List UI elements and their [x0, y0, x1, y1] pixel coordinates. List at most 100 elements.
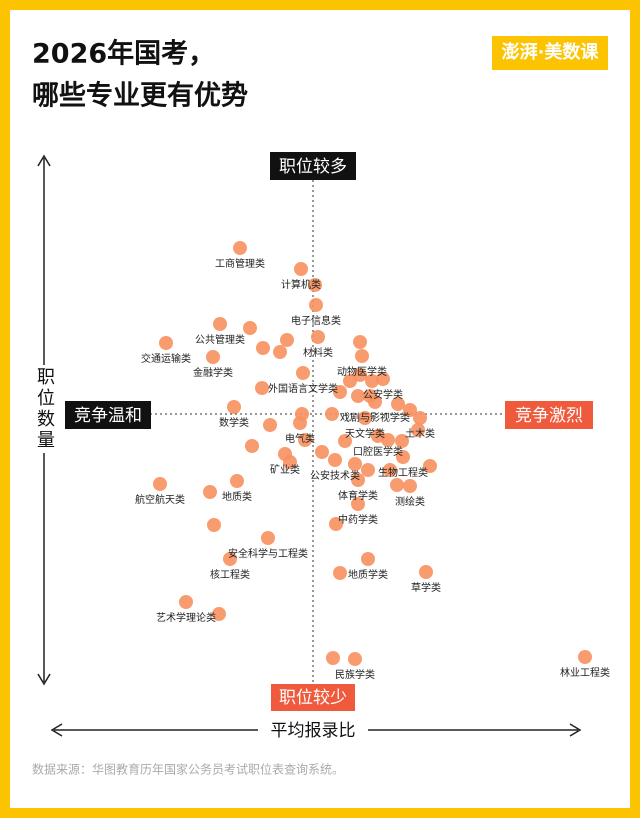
point — [207, 518, 221, 532]
y-axis-label: 职位数量 — [34, 367, 55, 451]
point — [261, 531, 275, 545]
logo-box — [492, 36, 608, 70]
point-label: 航空航天类 — [135, 493, 185, 506]
bottom-label: 职位较少 — [279, 688, 347, 708]
point-label: 电子信息类 — [291, 314, 341, 327]
point — [280, 333, 294, 347]
point — [361, 552, 375, 566]
point-label: 地质学类 — [348, 568, 388, 581]
point — [413, 411, 427, 425]
point — [309, 298, 323, 312]
point — [243, 321, 257, 335]
point-label: 金融学类 — [193, 366, 233, 379]
point — [403, 479, 417, 493]
point — [295, 407, 309, 421]
point-label: 生物工程类 — [378, 466, 428, 479]
logo: 澎湃·美数课 — [502, 41, 600, 63]
point-label: 口腔医学类 — [353, 445, 403, 458]
point — [390, 478, 404, 492]
point-label: 动物医学类 — [337, 365, 387, 378]
point — [256, 341, 270, 355]
point — [203, 485, 217, 499]
point — [153, 477, 167, 491]
point-label: 外国语言文学类 — [268, 382, 338, 395]
point-label: 公共管理类 — [195, 333, 245, 346]
point — [363, 389, 377, 403]
x-axis-label: 平均报录比 — [271, 721, 356, 741]
point — [348, 457, 362, 471]
point — [353, 335, 367, 349]
point — [263, 418, 277, 432]
point-label: 艺术学理论类 — [156, 611, 216, 624]
x-arrowheads — [50, 723, 582, 737]
point — [333, 566, 347, 580]
y-arrowheads — [37, 154, 51, 686]
point-label: 交通运输类 — [141, 352, 191, 365]
point-label: 中药学类 — [338, 513, 378, 526]
point — [351, 497, 365, 511]
point — [213, 317, 227, 331]
point-label: 电气类 — [285, 432, 315, 445]
point-label: 地质类 — [222, 490, 252, 503]
point — [325, 407, 339, 421]
point-label: 草学类 — [411, 581, 441, 594]
point — [411, 423, 425, 437]
point-label: 核工程类 — [210, 568, 250, 581]
top-label: 职位较多 — [279, 157, 347, 177]
point — [343, 374, 357, 388]
point — [223, 552, 237, 566]
point — [383, 463, 397, 477]
title-line: 哪些专业更有优势 — [32, 81, 248, 112]
point-label: 戏剧与影视学类 — [340, 411, 410, 424]
right-label: 竞争激烈 — [515, 406, 583, 426]
point — [227, 400, 241, 414]
point — [381, 433, 395, 447]
point — [396, 450, 410, 464]
point — [338, 434, 352, 448]
point — [351, 473, 365, 487]
point-label: 数学类 — [219, 416, 249, 429]
points — [153, 241, 592, 666]
bottom-box — [271, 684, 355, 711]
point-label: 体育学类 — [338, 489, 378, 502]
point — [283, 455, 297, 469]
left-label: 竞争温和 — [74, 406, 142, 426]
point — [308, 278, 322, 292]
x-label-bg — [258, 718, 368, 742]
point-label: 土木类 — [405, 427, 435, 440]
point-label: 公安技术类 — [310, 469, 360, 482]
point-label: 天文学类 — [345, 427, 385, 440]
point — [391, 397, 405, 411]
top-box — [270, 152, 356, 180]
point — [315, 445, 329, 459]
point — [326, 651, 340, 665]
point-label: 测绘类 — [395, 495, 425, 508]
point — [311, 330, 325, 344]
point — [333, 385, 347, 399]
point — [355, 349, 369, 363]
point-label: 计算机类 — [281, 278, 321, 291]
point — [358, 411, 372, 425]
point — [395, 434, 409, 448]
point — [376, 372, 390, 386]
right-box — [505, 401, 593, 429]
point — [578, 650, 592, 664]
point — [351, 389, 365, 403]
point-label: 安全科学与工程类 — [228, 547, 308, 560]
point-label: 工商管理类 — [215, 257, 265, 270]
title-line: 2026年国考， — [32, 38, 215, 70]
point — [361, 463, 375, 477]
point — [328, 453, 342, 467]
left-box — [65, 401, 151, 429]
point — [230, 474, 244, 488]
point — [206, 350, 220, 364]
point — [179, 595, 193, 609]
point — [365, 374, 379, 388]
point-label: 材料类 — [303, 346, 333, 359]
y-label-bg — [30, 365, 58, 453]
point — [233, 241, 247, 255]
source: 数据来源：华图教育历年国家公务员考试职位表查询系统。 — [32, 762, 344, 777]
point — [159, 336, 173, 350]
